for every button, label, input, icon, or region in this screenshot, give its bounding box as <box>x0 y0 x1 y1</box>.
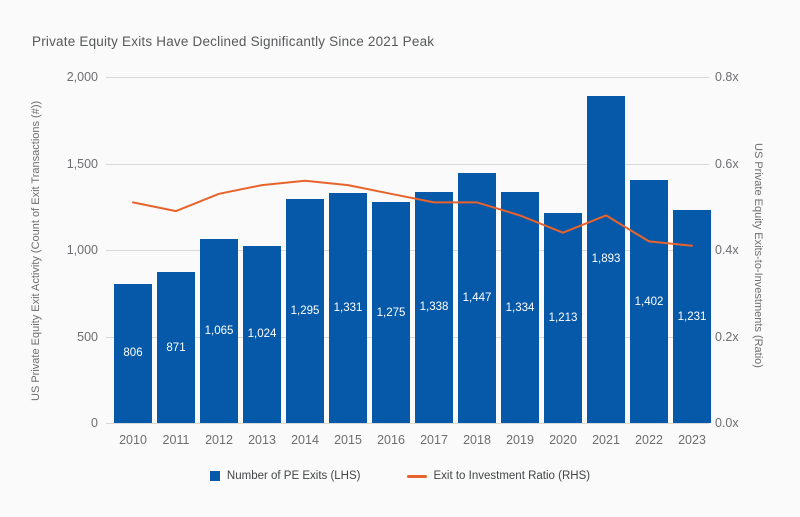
gridline <box>106 163 709 165</box>
y-tick-label-right: 0.2x <box>715 329 739 344</box>
bar-value-label: 1,295 <box>290 304 320 317</box>
ratio-line <box>132 179 693 247</box>
bar-value-label: 1,275 <box>376 306 406 319</box>
bar-2018: 1,447 <box>458 172 496 423</box>
bar-value-label: 1,231 <box>677 310 707 323</box>
x-tick-label-2022: 2022 <box>635 433 663 447</box>
bar-value-label: 1,447 <box>462 291 492 304</box>
bar-2010: 806 <box>114 283 152 423</box>
bar-value-label: 1,213 <box>548 312 578 325</box>
x-tick-label-2019: 2019 <box>506 433 534 447</box>
bar-value-label: 1,024 <box>247 328 277 341</box>
bar-2012: 1,065 <box>200 238 238 423</box>
x-tick-label-2020: 2020 <box>549 433 577 447</box>
bar-value-label: 1,065 <box>204 324 234 337</box>
bar-2017: 1,338 <box>415 191 453 423</box>
bar-2019: 1,334 <box>501 192 539 423</box>
x-tick-label-2010: 2010 <box>119 433 147 447</box>
x-tick-label-2023: 2023 <box>678 433 706 447</box>
chart-title: Private Equity Exits Have Declined Signi… <box>32 34 435 49</box>
plot-area: 806 871 1,065 1,024 1,295 1,331 1,275 1,338 1,44… <box>106 77 711 424</box>
bar-2016: 1,275 <box>372 202 410 423</box>
bar-value-label: 1,402 <box>634 295 664 308</box>
y-tick-label-left: 1,000 <box>66 243 98 257</box>
bar-value-label: 1,331 <box>333 301 363 314</box>
legend-line-label: Exit to Investment Ratio (RHS) <box>433 470 591 482</box>
gridline <box>106 77 709 78</box>
x-tick-label-2017: 2017 <box>420 433 448 447</box>
bar-2020: 1,213 <box>544 213 582 423</box>
y-tick-label-right: 0.0x <box>715 416 739 430</box>
gridline <box>106 423 709 424</box>
right-axis-title: US Private Equity Exits-to-Investments (… <box>752 142 764 368</box>
bar-2013: 1,024 <box>243 245 281 423</box>
y-tick-label-left: 2,000 <box>66 70 98 84</box>
bar-value-label: 871 <box>166 341 186 354</box>
x-tick-label-2013: 2013 <box>248 433 276 447</box>
y-tick-label-left: 500 <box>77 329 98 344</box>
legend-bar-label: Number of PE Exits (LHS) <box>226 470 361 482</box>
bar-2022: 1,402 <box>630 180 668 423</box>
y-tick-label-left: 0 <box>91 416 98 430</box>
bar-2015: 1,331 <box>329 192 367 423</box>
bar-value-label: 1,893 <box>591 253 621 266</box>
bar-swatch-icon <box>209 471 220 481</box>
y-tick-label-right: 0.4x <box>715 243 739 257</box>
x-tick-label-2021: 2021 <box>592 433 620 447</box>
bar-value-label: 1,338 <box>419 301 449 314</box>
bar-value-label: 1,334 <box>505 301 535 314</box>
bar-2014: 1,295 <box>286 198 324 423</box>
x-tick-label-2014: 2014 <box>291 433 319 447</box>
x-tick-label-2016: 2016 <box>377 433 405 447</box>
bar-value-label: 806 <box>123 347 143 360</box>
y-tick-label-right: 0.6x <box>715 156 739 171</box>
y-tick-label-left: 1,500 <box>66 156 98 171</box>
bar-2021: 1,893 <box>587 95 625 423</box>
y-tick-label-right: 0.8x <box>715 70 739 84</box>
legend: Number of PE Exits (LHS) Exit to Investm… <box>0 470 800 482</box>
exit-to-investment-ratio-line <box>132 179 693 247</box>
x-tick-label-2018: 2018 <box>463 433 491 447</box>
legend-item-line: Exit to Investment Ratio (RHS) <box>406 470 591 482</box>
x-tick-label-2015: 2015 <box>334 433 362 447</box>
bar-2011: 871 <box>157 272 195 423</box>
x-tick-label-2012: 2012 <box>205 433 233 447</box>
legend-item-bars: Number of PE Exits (LHS) <box>209 470 361 482</box>
line-swatch-icon <box>406 474 427 478</box>
x-tick-label-2011: 2011 <box>162 433 190 447</box>
